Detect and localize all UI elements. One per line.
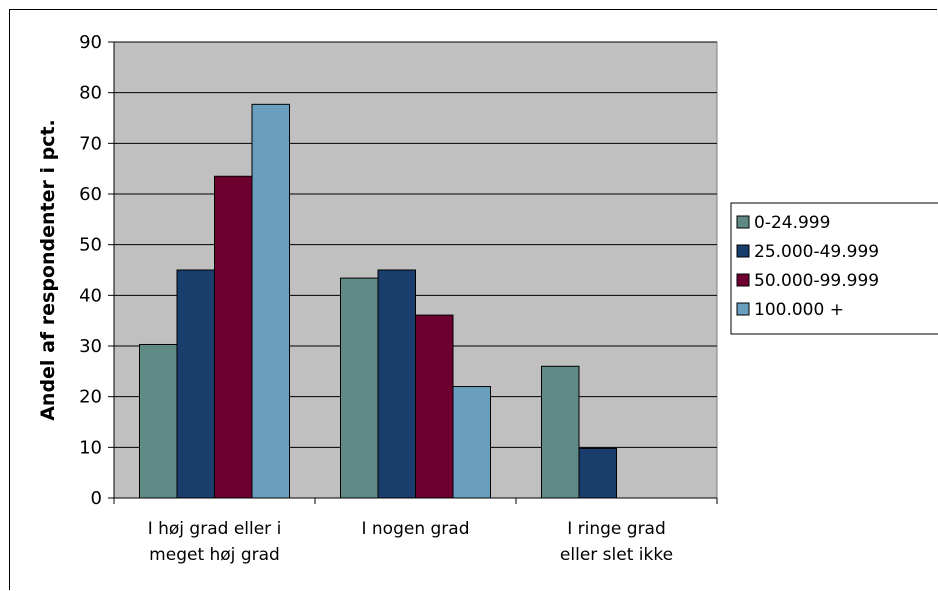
legend-swatch <box>736 244 750 258</box>
y-axis-ticks: 0 10 20 30 40 50 60 70 80 90 <box>79 32 114 509</box>
y-tick-label: 50 <box>79 235 102 256</box>
bar <box>578 447 617 499</box>
bar <box>415 314 454 499</box>
x-category-label: I høj grad eller i meget høj grad <box>148 519 282 565</box>
legend-label: 25.000-49.999 <box>754 242 879 262</box>
legend-box <box>730 202 938 335</box>
legend-swatch <box>736 302 750 316</box>
y-tick-label: 0 <box>91 488 102 509</box>
bar <box>377 269 416 499</box>
bar <box>139 343 178 499</box>
y-tick-label: 90 <box>79 32 102 53</box>
legend-label: 100.000 + <box>754 300 844 320</box>
bar <box>176 269 215 499</box>
y-tick-label: 70 <box>79 133 102 154</box>
y-tick-label: 80 <box>79 83 102 104</box>
legend-swatch <box>736 215 750 229</box>
legend-items: 0-24.999 25.000-49.999 50.000-99.999 100.00… <box>736 213 879 320</box>
bar <box>340 277 379 499</box>
y-tick-label: 40 <box>79 285 102 306</box>
y-tick-label: 10 <box>79 437 102 458</box>
bar <box>541 365 580 499</box>
bar <box>452 386 491 499</box>
y-tick-label: 60 <box>79 184 102 205</box>
y-axis-label: Andel af respondenter i pct. <box>37 119 59 421</box>
y-tick-label: 20 <box>79 387 102 408</box>
bar <box>214 175 253 499</box>
chart-frame <box>9 9 937 590</box>
legend-label: 50.000-99.999 <box>754 271 879 291</box>
bar <box>251 103 290 499</box>
y-tick-label: 30 <box>79 336 102 357</box>
x-category-label: I nogen grad <box>361 519 469 539</box>
x-axis-categories: I høj grad eller i meget høj grad I nogen … <box>113 498 718 565</box>
bars <box>139 103 617 499</box>
legend-label: 0-24.999 <box>754 213 830 233</box>
legend: 0-24.999 25.000-49.999 50.000-99.999 100.00… <box>730 202 938 335</box>
x-category-label: I ringe grad eller slet ikke <box>560 519 673 565</box>
legend-swatch <box>736 273 750 287</box>
